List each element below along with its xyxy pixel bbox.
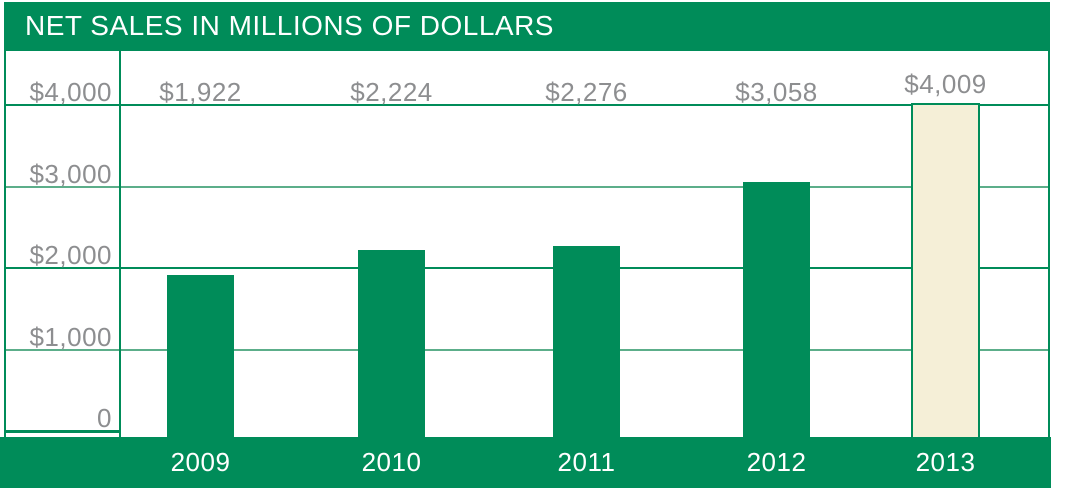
- value-label-2012: $3,058: [735, 77, 818, 107]
- y-axis-tick-label-4000: $4,000: [29, 77, 112, 108]
- y-axis-tick-label-2000: $2,000: [29, 240, 112, 271]
- gridline-3000: [4, 185, 1050, 188]
- plot-top-border: [4, 49, 1050, 51]
- value-label-2011: $2,276: [545, 77, 628, 107]
- bar-2013: [911, 102, 980, 438]
- x-axis-label-2013: 2013: [915, 447, 976, 477]
- bar-2010: [358, 249, 425, 440]
- x-axis-label-2011: 2011: [557, 447, 616, 477]
- chart-title: NET SALES IN MILLIONS OF DOLLARS: [25, 10, 554, 41]
- chart-header: NET SALES IN MILLIONS OF DOLLARS: [4, 2, 1050, 49]
- x-axis-band: 2009 2010 2011 2012 2013: [0, 437, 1051, 488]
- y-axis-tick-label-3000: $3,000: [29, 158, 112, 189]
- gridline-0: [4, 429, 120, 433]
- y-axis-divider: [119, 49, 121, 438]
- gridline-4000: [4, 104, 1050, 107]
- gridline-1000: [4, 348, 1050, 351]
- plot-left-border: [4, 49, 6, 438]
- x-axis-label-2012: 2012: [746, 447, 807, 477]
- bar-2011: [553, 245, 620, 440]
- y-axis-tick-label-0: 0: [97, 403, 112, 433]
- x-axis-label-2010: 2010: [361, 447, 422, 477]
- bar-2009: [167, 274, 234, 440]
- bar-2012: [743, 182, 810, 440]
- x-axis-label-2009: 2009: [170, 447, 231, 477]
- plot-right-border: [1048, 49, 1050, 438]
- value-label-2009: $1,922: [159, 77, 242, 107]
- value-label-2010: $2,224: [350, 77, 433, 107]
- gridline-2000: [4, 267, 1050, 270]
- value-label-2013: $4,009: [904, 69, 987, 99]
- y-axis-tick-label-1000: $1,000: [29, 321, 112, 352]
